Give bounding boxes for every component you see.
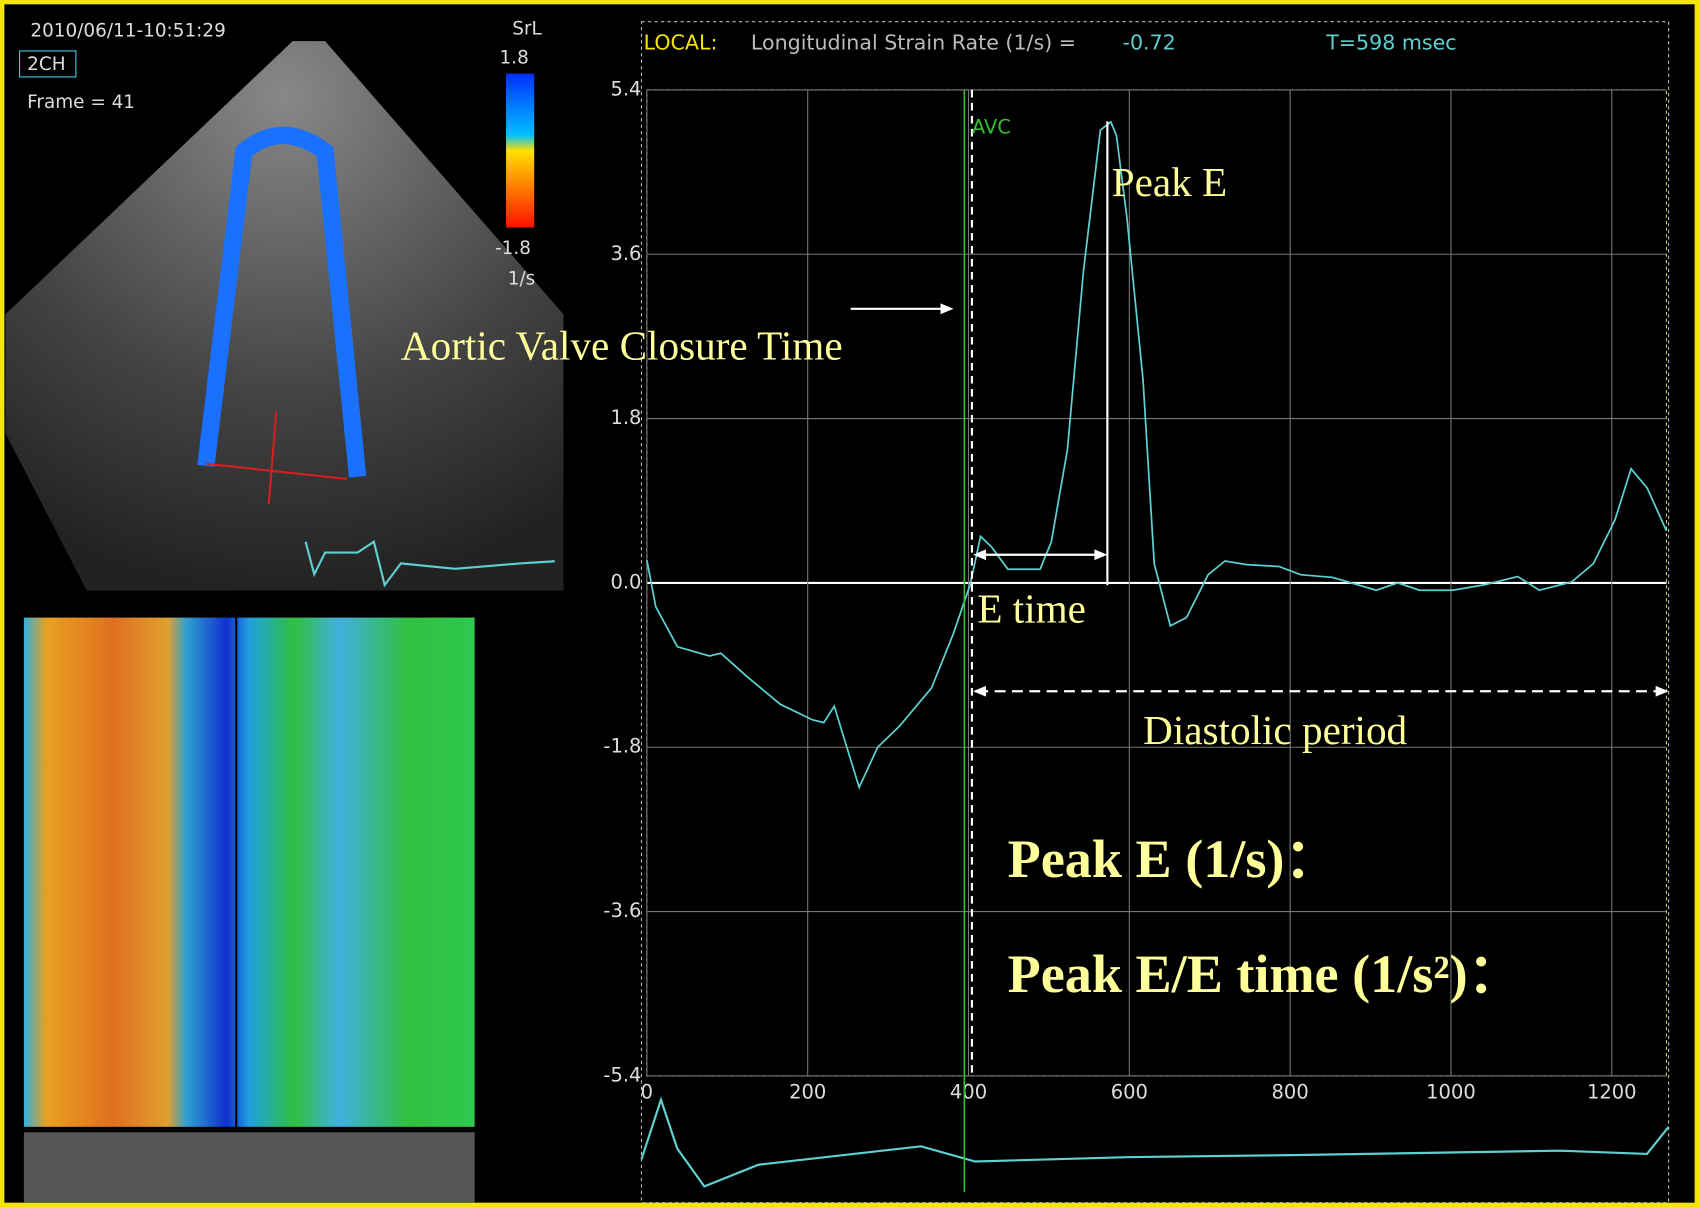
x-tick-label: 1000	[1426, 1081, 1476, 1104]
page: {"echo_panel":{"timestamp":"2010/06/11-1…	[0, 0, 1699, 1207]
scale-max: 1.8	[500, 48, 529, 69]
time-reading: T=598 msec	[1325, 30, 1456, 54]
mmode-strip	[24, 1132, 475, 1202]
scale-name: SrL	[512, 18, 542, 39]
x-tick-label: 200	[789, 1081, 826, 1104]
x-tick-label: 0	[641, 1081, 653, 1104]
mode-label: LOCAL:	[644, 30, 718, 54]
view-label: 2CH	[27, 54, 65, 75]
annotation: Peak E	[1112, 159, 1227, 205]
y-tick-label: -5.4	[603, 1063, 641, 1086]
scale-unit: 1/s	[508, 269, 536, 290]
measure-label: Longitudinal Strain Rate (1/s) =	[751, 30, 1076, 54]
y-tick-label: 0.0	[610, 570, 641, 593]
mmode-panel	[24, 618, 475, 1203]
color-bar	[506, 74, 534, 228]
y-tick-label: -1.8	[603, 735, 641, 758]
annotation: Peak E (1/s)：	[1008, 829, 1339, 889]
timestamp: 2010/06/11-10:51:29	[30, 20, 225, 41]
scale-min: -1.8	[495, 238, 531, 259]
x-tick-label: 1200	[1587, 1081, 1637, 1104]
frame-label: Frame = 41	[27, 92, 135, 113]
annotation: Diastolic period	[1143, 707, 1407, 753]
mmode-image	[24, 618, 475, 1127]
avc-label: AVC	[972, 115, 1011, 138]
reading: -0.72	[1123, 30, 1176, 54]
x-tick-label: 600	[1111, 1081, 1148, 1104]
y-tick-label: 1.8	[610, 406, 641, 429]
annotation: Peak E/E time (1/s²)：	[1008, 944, 1522, 1004]
x-tick-label: 400	[950, 1081, 987, 1104]
annotation: E time	[977, 586, 1086, 632]
y-tick-label: 3.6	[610, 242, 641, 265]
screen: 2010/06/11-10:51:29 2CH Frame = 41 SrL 1…	[0, 0, 1699, 1207]
annotation: Aortic Valve Closure Time	[401, 322, 843, 368]
x-tick-label: 800	[1272, 1081, 1309, 1104]
y-tick-label: 5.4	[610, 77, 641, 100]
y-tick-label: -3.6	[603, 899, 641, 922]
